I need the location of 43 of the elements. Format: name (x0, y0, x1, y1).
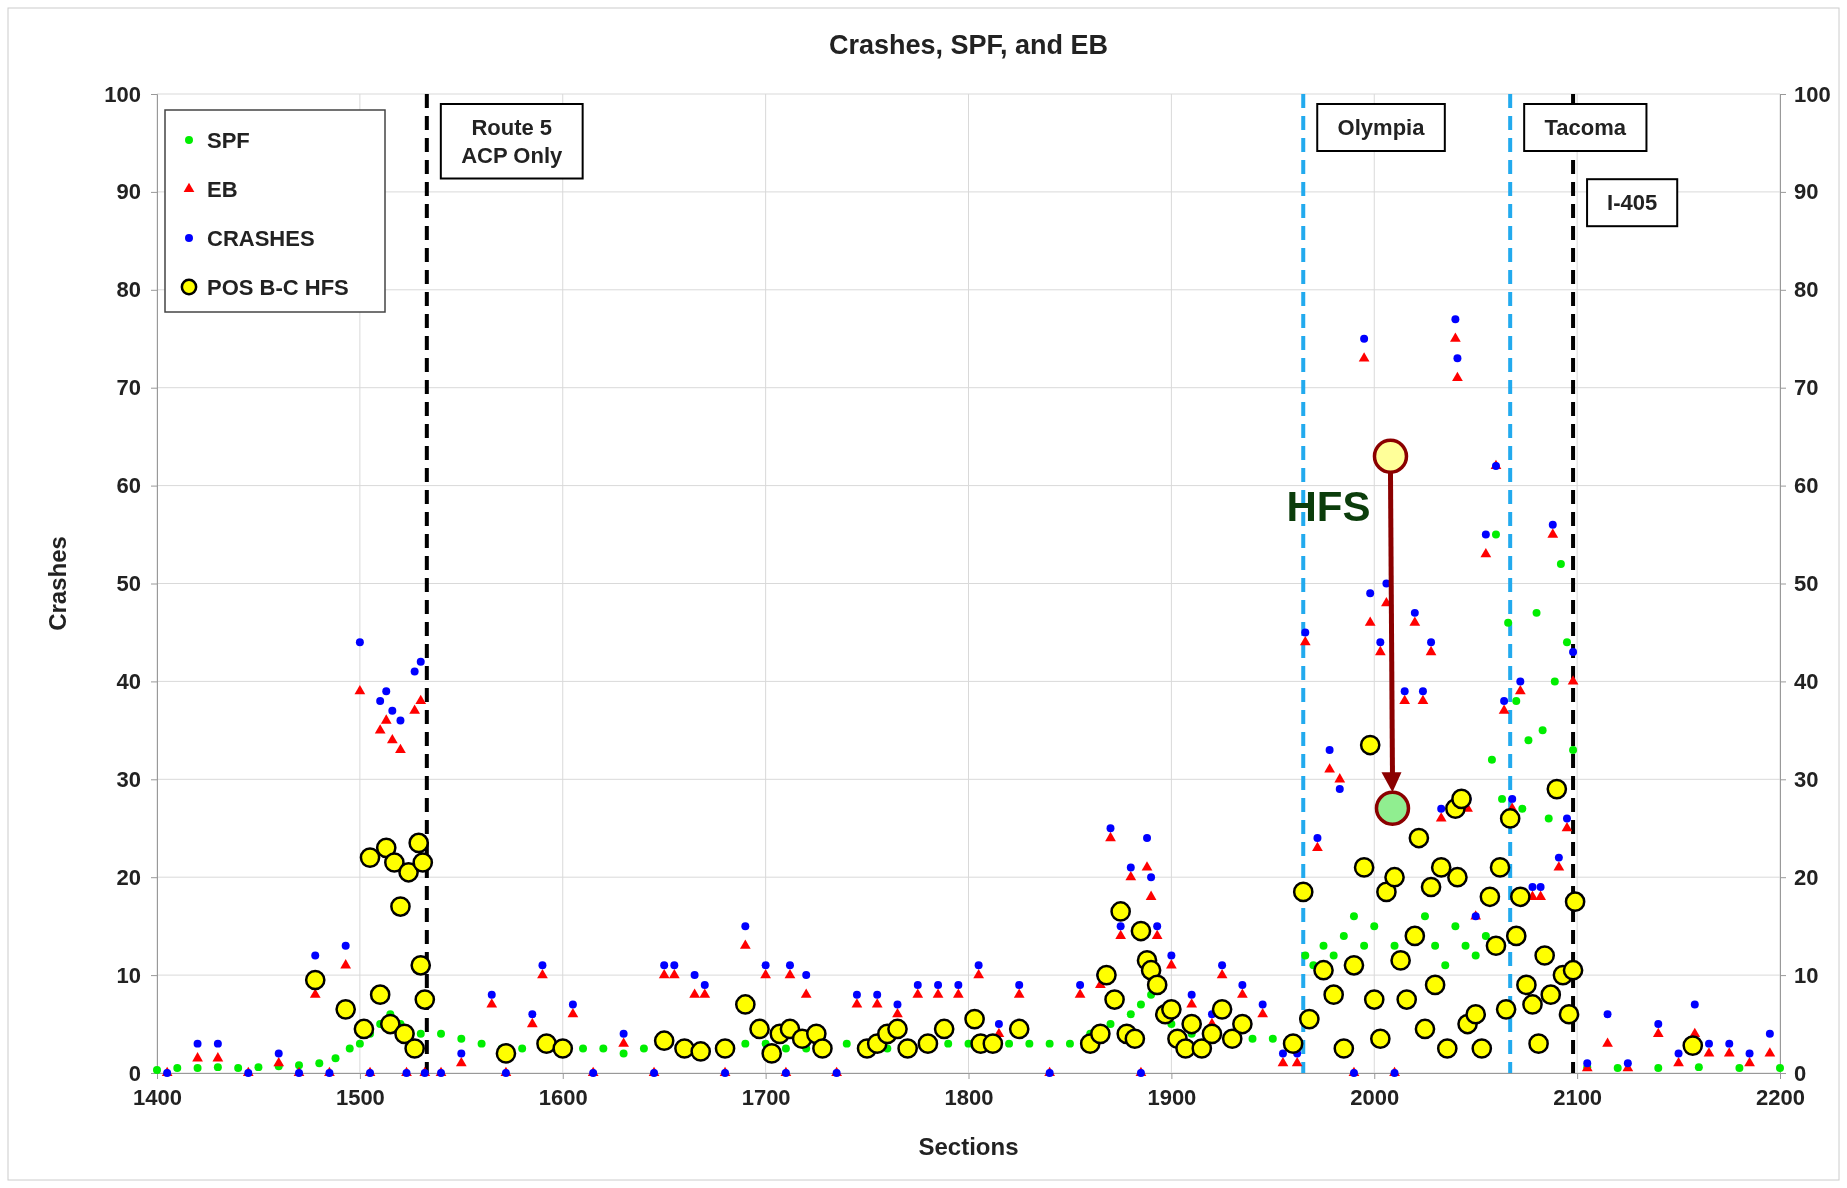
legend-label: SPF (207, 128, 250, 153)
x-tick-label: 2000 (1350, 1084, 1400, 1110)
y-tick-label: 70 (116, 375, 141, 401)
ref-line-label: Olympia (1337, 115, 1426, 140)
y2-tick-label: 0 (1794, 1060, 1807, 1086)
x-tick-label: 1500 (335, 1084, 385, 1110)
y-tick-label: 80 (116, 277, 141, 303)
x-tick-label: 1800 (944, 1084, 994, 1110)
x-tick-label: 1600 (538, 1084, 588, 1110)
legend-label: POS B-C HFS (207, 275, 349, 300)
legend-label: EB (207, 177, 238, 202)
y2-tick-label: 30 (1794, 766, 1819, 792)
y-tick-label: 60 (116, 473, 141, 499)
chart-title: Crashes, SPF, and EB (828, 30, 1109, 60)
y-tick-label: 90 (116, 179, 141, 205)
y-tick-label: 20 (116, 864, 141, 890)
y2-tick-label: 80 (1794, 277, 1819, 303)
annotation: HFS (1286, 483, 1371, 531)
y2-tick-label: 70 (1794, 375, 1819, 401)
x-tick-label: 1900 (1147, 1084, 1197, 1110)
y2-tick-label: 20 (1794, 864, 1819, 890)
y2-tick-label: 10 (1794, 962, 1819, 988)
legend-label: CRASHES (207, 226, 315, 251)
x-tick-label: 1400 (133, 1084, 182, 1110)
x-tick-label: 2100 (1553, 1084, 1603, 1110)
y-tick-label: 50 (116, 571, 141, 597)
x-tick-label: 2200 (1756, 1084, 1805, 1110)
y-tick-label: 10 (116, 962, 141, 988)
x-tick-label: 1700 (741, 1084, 791, 1110)
y-tick-label: 0 (128, 1060, 141, 1086)
y-tick-label: 100 (104, 81, 141, 107)
y-tick-label: 40 (116, 668, 141, 694)
ref-line-label: Tacoma (1544, 115, 1627, 140)
ref-line-label: Route 5 ACP Only (461, 115, 564, 168)
y2-tick-label: 100 (1794, 81, 1831, 107)
y2-tick-label: 50 (1794, 571, 1819, 597)
y2-tick-label: 60 (1794, 473, 1819, 499)
y-axis-title: Crashes (44, 536, 71, 631)
y2-tick-label: 40 (1794, 668, 1819, 694)
ref-line-label: I-405 (1607, 190, 1658, 216)
y-tick-label: 30 (116, 766, 141, 792)
y2-tick-label: 90 (1794, 179, 1819, 205)
x-axis-title: Sections (918, 1133, 1019, 1160)
